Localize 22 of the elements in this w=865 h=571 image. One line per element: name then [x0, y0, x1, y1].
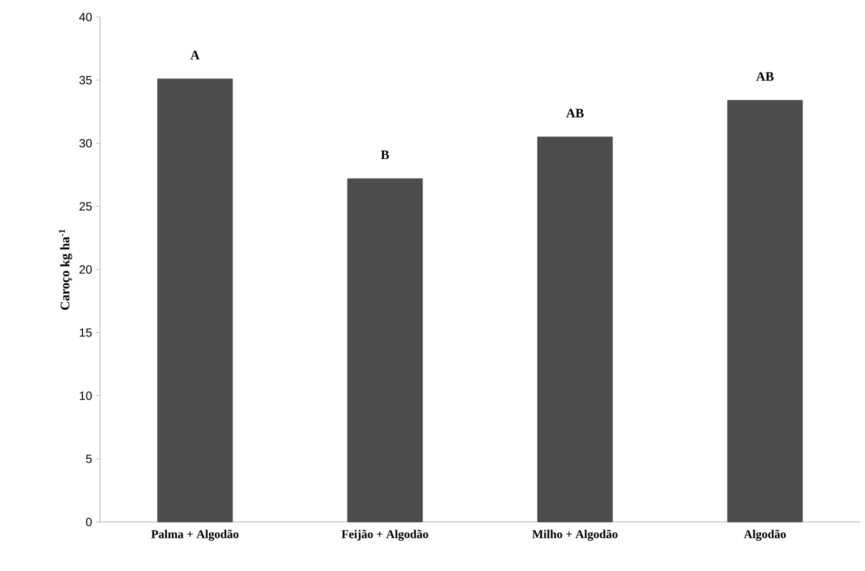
- annotation: A: [190, 50, 200, 60]
- y-axis-title: Caroço kg ha$^{-1}$: [58, 229, 72, 310]
- bar: [347, 178, 423, 522]
- x-tick-label: Algodão: [744, 530, 786, 541]
- y-tick-label: 15: [80, 328, 92, 337]
- y-tick-label: 40: [79, 12, 92, 22]
- x-tick-label: Feijão + Algodão: [342, 530, 428, 541]
- y-tick-label: 25: [80, 202, 92, 211]
- y-tick-label: 0: [86, 518, 92, 526]
- y-tick-label: 5: [86, 454, 92, 464]
- annotation: B: [380, 150, 389, 160]
- y-tick-label: 20: [80, 265, 92, 274]
- bar: [727, 100, 803, 522]
- x-tick-label: Milho + Algodão: [532, 530, 618, 541]
- y-tick-label: 35: [79, 76, 92, 84]
- y-tick-label: 30: [79, 139, 92, 148]
- annotation: AB: [566, 108, 584, 118]
- bar: [157, 78, 233, 522]
- x-tick-label: Palma + Algodão: [151, 530, 238, 541]
- bar: [537, 136, 613, 522]
- annotation: AB: [756, 72, 774, 81]
- y-tick-label: 10: [80, 392, 92, 400]
